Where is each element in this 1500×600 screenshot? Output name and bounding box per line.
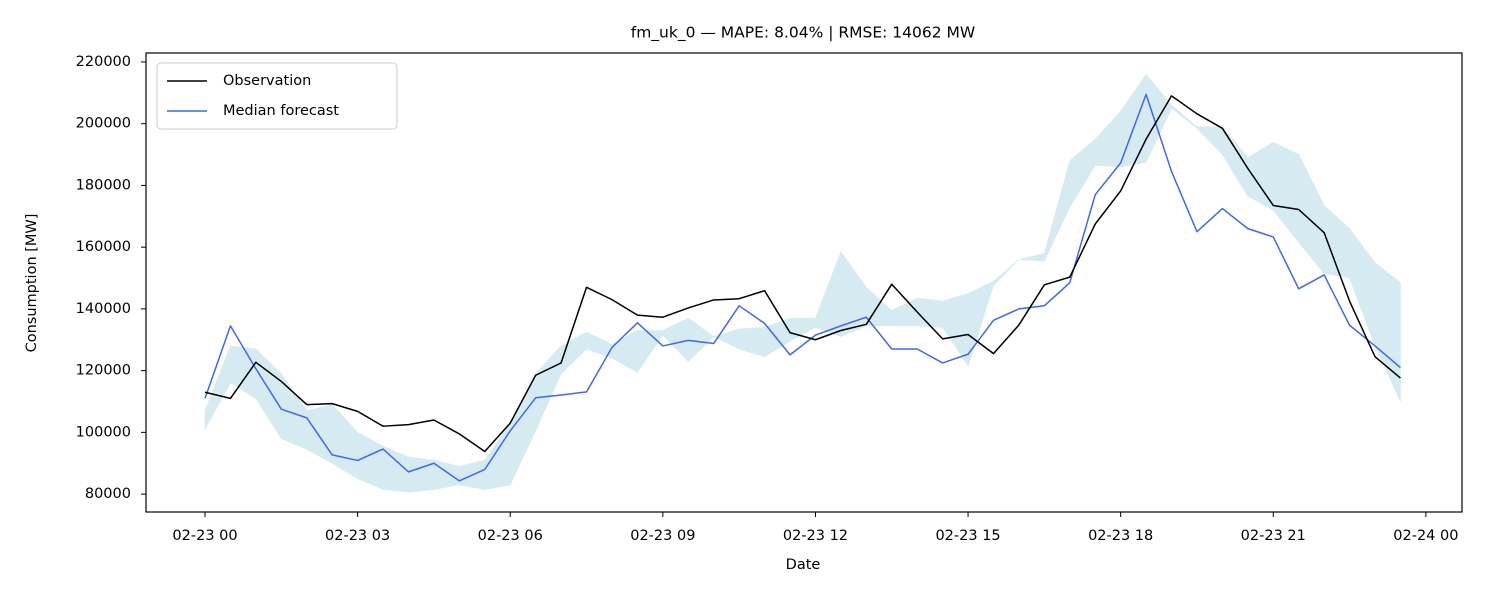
x-tick-label: 02-23 15 <box>935 528 1000 544</box>
x-tick-label: 02-23 03 <box>325 528 390 544</box>
forecast-band <box>637 330 664 374</box>
forecast-band <box>1374 261 1401 402</box>
y-axis-label: Consumption [MW] <box>24 214 40 353</box>
y-tick-label: 160000 <box>76 239 131 255</box>
chart-title: fm_uk_0 — MAPE: 8.04% | RMSE: 14062 MW <box>631 24 976 43</box>
forecast-band <box>738 327 765 358</box>
y-tick-label: 100000 <box>76 424 131 440</box>
forecast-band <box>306 404 333 464</box>
forecast-band <box>535 345 562 431</box>
y-tick-label: 120000 <box>76 363 131 379</box>
y-tick-label: 80000 <box>85 486 131 502</box>
forecast-band <box>611 329 638 373</box>
series-line <box>204 93 1401 482</box>
forecast-band <box>255 348 282 440</box>
legend-label: Observation <box>223 73 311 89</box>
forecast-band <box>687 317 715 363</box>
x-tick-label: 02-23 06 <box>478 528 543 544</box>
forecast-band <box>408 456 435 493</box>
forecast-band <box>433 459 460 490</box>
plot-frame <box>145 52 1463 513</box>
legend-label: Median forecast <box>223 103 339 119</box>
x-tick-label: 02-23 12 <box>783 528 848 544</box>
forecast-band <box>1044 160 1071 262</box>
forecast-band <box>331 403 358 480</box>
forecast-band <box>357 431 384 490</box>
y-tick-label: 180000 <box>76 177 131 193</box>
forecast-band <box>1196 126 1223 156</box>
forecast-band <box>509 373 536 485</box>
x-tick-label: 02-23 00 <box>172 528 237 544</box>
y-tick-label: 140000 <box>76 301 131 317</box>
forecast-band <box>815 251 842 338</box>
forecast-band <box>993 259 1020 287</box>
forecast-band <box>1094 110 1121 168</box>
forecast-band <box>967 280 994 367</box>
forecast-band <box>1069 138 1096 209</box>
x-tick-label: 02-23 09 <box>630 528 695 544</box>
x-tick-label: 02-23 18 <box>1088 528 1153 544</box>
x-tick-label: 02-24 00 <box>1393 528 1458 544</box>
forecast-band <box>1018 252 1045 262</box>
x-tick-label: 02-23 21 <box>1241 528 1306 544</box>
forecast-band <box>230 345 257 399</box>
forecast-band <box>484 422 511 490</box>
forecast-band <box>891 297 918 327</box>
series-line <box>204 95 1401 453</box>
legend-box <box>156 62 398 130</box>
forecast-band <box>866 286 893 327</box>
x-axis-label: Date <box>786 557 821 573</box>
forecast-band <box>662 317 689 363</box>
forecast-band <box>916 297 943 328</box>
y-tick-label: 220000 <box>76 54 131 70</box>
y-tick-label: 200000 <box>76 116 131 132</box>
forecast-band <box>1272 141 1300 244</box>
forecast-band <box>1171 104 1198 129</box>
